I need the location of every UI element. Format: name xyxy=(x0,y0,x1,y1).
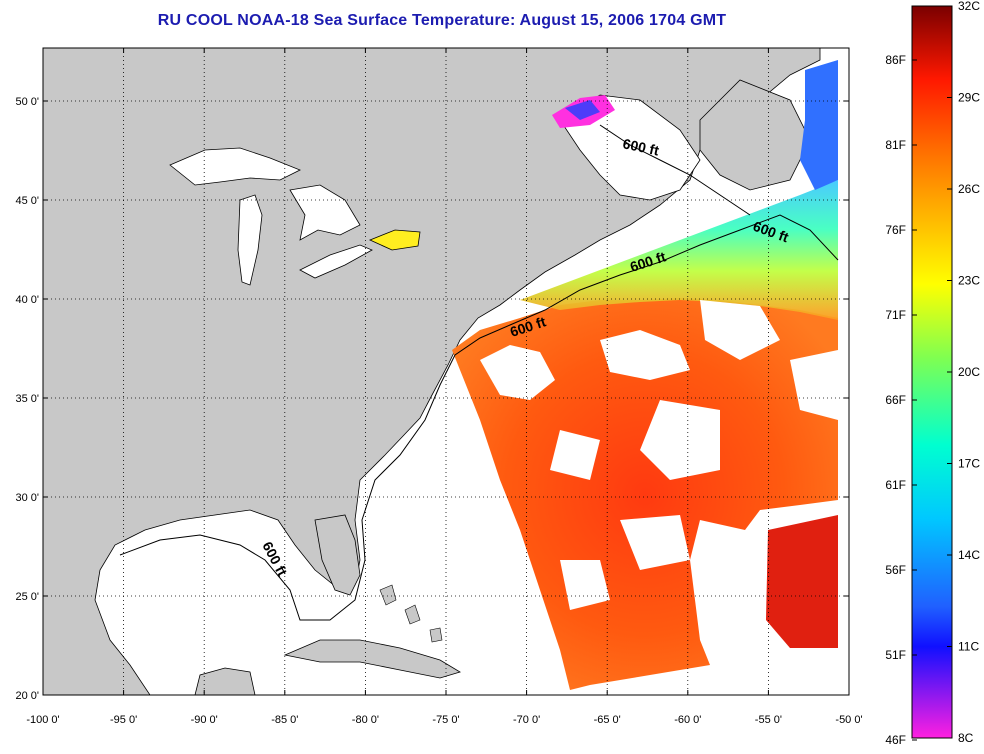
colorbar-celsius-label: 14C xyxy=(958,548,980,562)
x-tick-label: -75 0' xyxy=(432,714,459,726)
colorbar-labels: 32C 29C 26C 23C 20C 17C 14C 11C 8C 86F 81F 76F 71F 66… xyxy=(885,0,980,747)
sst-swath-main xyxy=(452,298,838,690)
sst-swath-southeast xyxy=(766,515,838,648)
x-tick-label: -70 0' xyxy=(513,714,540,726)
y-tick-label: 40 0' xyxy=(15,294,39,306)
lake-michigan xyxy=(237,194,263,286)
contour-label: 600 ft xyxy=(621,135,660,158)
map-title: RU COOL NOAA-18 Sea Surface Temperature:… xyxy=(157,12,727,29)
colorbar-fahrenheit-label: 66F xyxy=(885,393,906,407)
y-tick-label: 30 0' xyxy=(15,492,39,504)
x-tick-label: -55 0' xyxy=(755,714,782,726)
colorbar-fahrenheit-label: 71F xyxy=(885,308,906,322)
land-north-america xyxy=(43,48,821,695)
x-tick-label: -80 0' xyxy=(352,714,379,726)
lake-erie xyxy=(299,244,373,279)
x-tick-label: -65 0' xyxy=(594,714,621,726)
colorbar-fahrenheit-label: 76F xyxy=(885,223,906,237)
latitude-axis: 50 0' 45 0' 40 0' 35 0' 30 0' 25 0' 20 0' xyxy=(15,96,849,702)
y-tick-label: 20 0' xyxy=(15,690,39,702)
x-tick-label: -90 0' xyxy=(191,714,218,726)
colorbar-fahrenheit-label: 56F xyxy=(885,563,906,577)
contour-600ft-north xyxy=(599,124,751,216)
colorbar-fahrenheit-label: 46F xyxy=(885,733,906,747)
land-cuba xyxy=(283,639,461,679)
colorbar-celsius-label: 23C xyxy=(958,274,980,288)
lake-superior xyxy=(169,147,301,186)
land-newfoundland xyxy=(699,79,811,191)
colorbar-celsius-label: 17C xyxy=(958,457,980,471)
x-tick-label: -60 0' xyxy=(674,714,701,726)
sst-swath-east xyxy=(800,60,838,190)
colorbar-celsius-label: 8C xyxy=(958,731,974,745)
land-bahamas xyxy=(379,584,443,643)
x-tick-label: -50 0' xyxy=(835,714,862,726)
colorbar-celsius-label: 32C xyxy=(958,0,980,13)
y-tick-label: 50 0' xyxy=(15,96,39,108)
colorbar-celsius-label: 29C xyxy=(958,91,980,105)
y-tick-label: 45 0' xyxy=(15,195,39,207)
colorbar-fahrenheit-label: 86F xyxy=(885,53,906,67)
colorbar xyxy=(911,5,953,739)
y-tick-label: 25 0' xyxy=(15,591,39,603)
colorbar-celsius-label: 26C xyxy=(958,182,980,196)
x-tick-label: -95 0' xyxy=(110,714,137,726)
colorbar-celsius-label: 11C xyxy=(958,640,979,654)
colorbar-fahrenheit-label: 61F xyxy=(885,478,906,492)
sst-swath-north xyxy=(520,180,838,320)
cloud-mask xyxy=(480,300,838,610)
lake-huron xyxy=(289,184,361,241)
x-tick-label: -100 0' xyxy=(26,714,59,726)
longitude-axis: -100 0' -95 0' -90 0' -85 0' -80 0' -75 0' -70… xyxy=(26,48,863,726)
land-yucatan xyxy=(194,667,256,695)
colorbar-celsius-label: 20C xyxy=(958,365,980,379)
sst-cold-spot-blue xyxy=(565,100,600,120)
lake-ontario xyxy=(368,229,421,251)
colorbar-fahrenheit-label: 51F xyxy=(885,648,906,662)
land-florida xyxy=(314,514,361,596)
y-tick-label: 35 0' xyxy=(15,393,39,405)
x-tick-label: -85 0' xyxy=(271,714,298,726)
contour-600ft xyxy=(119,214,839,621)
colorbar-fahrenheit-label: 81F xyxy=(885,138,906,152)
